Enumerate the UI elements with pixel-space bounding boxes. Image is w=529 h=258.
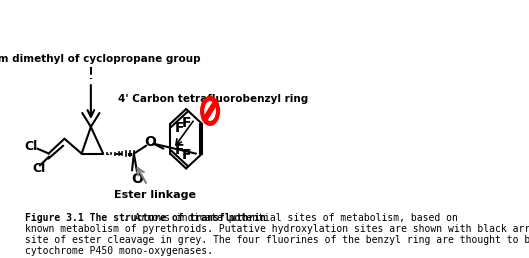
Text: Ester linkage: Ester linkage: [114, 190, 196, 200]
Text: site of ester cleavage in grey. The four fluorines of the benzyl ring are though: site of ester cleavage in grey. The four…: [25, 235, 529, 245]
Text: F: F: [181, 148, 191, 162]
Text: known metabolism of pyrethroids. Putative hydroxylation sites are shown with bla: known metabolism of pyrethroids. Putativ…: [25, 224, 529, 234]
Circle shape: [202, 98, 218, 124]
Text: F: F: [181, 116, 191, 130]
Text: O: O: [144, 135, 156, 149]
Text: F: F: [175, 121, 185, 135]
Text: . Arrows indicate potential sites of metabolism, based on: . Arrows indicate potential sites of met…: [123, 213, 458, 223]
Text: Figure 3.1 The structure of transfluthrin: Figure 3.1 The structure of transfluthri…: [25, 213, 266, 223]
Text: F: F: [175, 143, 185, 157]
Text: Cl: Cl: [32, 162, 45, 175]
Text: Cl: Cl: [25, 140, 38, 153]
Text: cytochrome P450 mono-oxygenases.: cytochrome P450 mono-oxygenases.: [25, 246, 213, 256]
Text: O: O: [131, 172, 143, 186]
Text: 4' Carbon tetrafluorobenzyl ring: 4' Carbon tetrafluorobenzyl ring: [118, 94, 308, 104]
Circle shape: [204, 101, 216, 121]
Text: Gem dimethyl of cyclopropane group: Gem dimethyl of cyclopropane group: [0, 54, 200, 64]
